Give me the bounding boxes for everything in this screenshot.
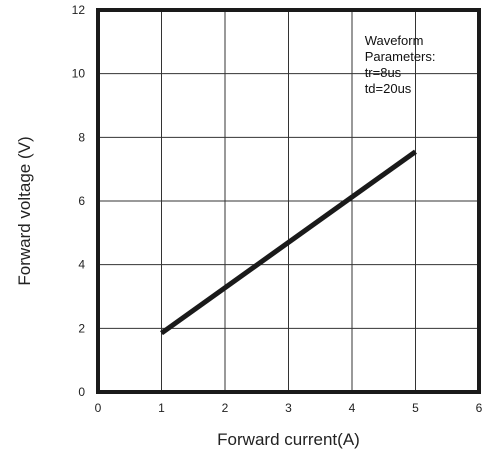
y-tick-labels: 0 2 4 6 8 10 12 [72,3,86,399]
y-tick-label: 4 [78,258,85,272]
x-tick-label: 3 [285,401,292,415]
grid [98,10,479,392]
plot-frame [96,8,481,394]
y-tick-label: 8 [78,130,85,144]
x-tick-label: 5 [412,401,419,415]
annotation-line: Parameters: [365,49,436,64]
annotation-line: Waveform [365,33,424,48]
annotation-line: tr=8us [365,65,402,80]
y-tick-label: 0 [78,385,85,399]
x-tick-label: 1 [158,401,165,415]
y-tick-label: 10 [72,67,86,81]
series-layer [160,149,417,336]
x-tick-label: 2 [222,401,229,415]
series-line [160,149,417,336]
y-tick-label: 6 [78,194,85,208]
y-axis-title: Forward voltage (V) [15,136,34,285]
x-tick-labels: 0 1 2 3 4 5 6 [95,401,483,415]
x-tick-label: 0 [95,401,102,415]
x-tick-label: 6 [476,401,483,415]
y-tick-label: 2 [78,321,85,335]
annotation-line: td=20us [365,81,412,96]
y-tick-label: 12 [72,3,86,17]
x-axis-title: Forward current(A) [217,430,360,449]
x-tick-label: 4 [349,401,356,415]
